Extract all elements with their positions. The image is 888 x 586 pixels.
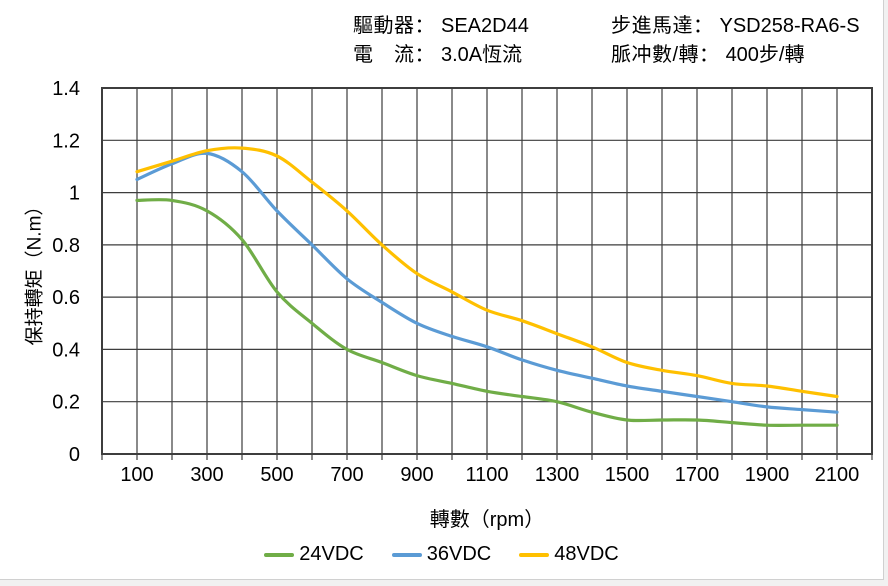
x-tick-label: 100	[120, 464, 153, 486]
legend-line-36vdc-icon	[391, 552, 422, 557]
y-tick-label: 0.2	[52, 392, 80, 414]
legend-label-48vdc: 48VDC	[554, 543, 619, 565]
y-tick-label: 0.8	[52, 235, 80, 257]
pulses-label: 脈冲數/轉：	[611, 44, 720, 66]
x-tick-label: 2100	[815, 464, 860, 486]
x-tick-label: 700	[330, 464, 363, 486]
x-tick-label: 900	[400, 464, 433, 486]
driver-label: 驅動器：	[353, 15, 435, 37]
legend-label-36vdc: 36VDC	[426, 543, 492, 565]
motor-field: 步進馬達： YSD258-RA6-S	[611, 12, 860, 41]
y-tick-label: 0	[69, 444, 80, 466]
x-axis-title: 轉數（rpm）	[429, 509, 545, 531]
driver-value: SEA2D44	[441, 15, 529, 37]
x-tick-label: 1300	[535, 464, 580, 486]
current-label: 電 流：	[353, 44, 435, 66]
x-tick-label: 1900	[745, 464, 790, 486]
x-tick-label: 1700	[675, 464, 720, 486]
legend-item-48vdc: 48VDC	[519, 543, 619, 566]
legend-item-36vdc: 36VDC	[391, 543, 492, 566]
pulses-field: 脈冲數/轉： 400步/轉	[611, 41, 860, 70]
legend: 24VDC 36VDC 48VDC	[0, 543, 883, 566]
legend-line-24vdc-icon	[264, 552, 295, 557]
torque-speed-chart: 100 300 500 700 900 1100 1300 1500 1700 1900 2100 0…	[52, 78, 873, 486]
legend-item-24vdc: 24VDC	[264, 543, 364, 566]
header-driver-block: 驅動器： SEA2D44 電 流： 3.0A恆流	[353, 12, 529, 70]
x-tick-label: 500	[260, 464, 293, 486]
plot-border	[101, 87, 873, 455]
current-field: 電 流： 3.0A恆流	[353, 41, 529, 70]
y-tick-label: 0.4	[52, 339, 80, 361]
x-tick-label: 1100	[465, 464, 508, 486]
y-tick-label: 1.2	[52, 130, 80, 152]
legend-label-24vdc: 24VDC	[299, 543, 364, 565]
y-axis-title: 保持轉矩（N.m）	[24, 196, 46, 346]
y-tick-label: 1	[69, 183, 80, 205]
legend-line-48vdc-icon	[519, 552, 550, 557]
series-line-36vdc	[135, 151, 839, 414]
x-tick-label: 300	[190, 464, 223, 486]
current-value: 3.0A恆流	[441, 44, 523, 66]
motor-label: 步進馬達：	[611, 15, 714, 37]
pulses-value: 400步/轉	[725, 44, 805, 66]
y-tick-label: 0.6	[52, 287, 80, 309]
x-tick-label: 1500	[605, 464, 650, 486]
series-line-48vdc	[135, 146, 839, 399]
series-line-24vdc	[135, 198, 839, 427]
driver-field: 驅動器： SEA2D44	[353, 12, 529, 41]
y-tick-label: 1.4	[52, 78, 80, 100]
header-motor-block: 步進馬達： YSD258-RA6-S 脈冲數/轉： 400步/轉	[611, 12, 860, 70]
motor-value: YSD258-RA6-S	[719, 15, 860, 37]
